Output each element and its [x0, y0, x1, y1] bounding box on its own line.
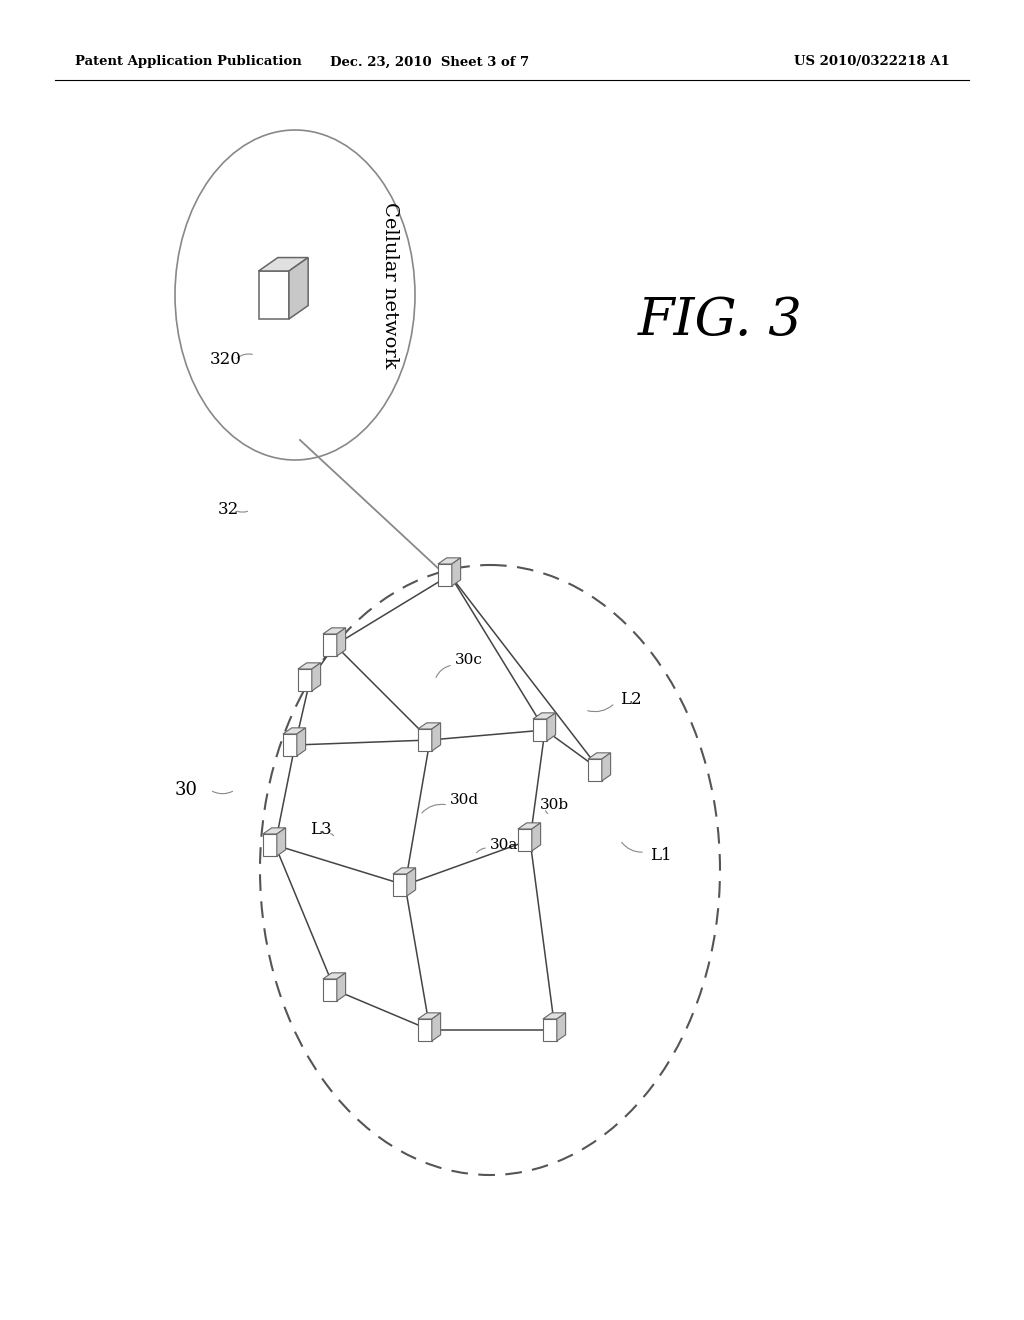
Text: Dec. 23, 2010  Sheet 3 of 7: Dec. 23, 2010 Sheet 3 of 7	[331, 55, 529, 69]
Polygon shape	[289, 257, 308, 319]
Polygon shape	[418, 1019, 432, 1041]
Polygon shape	[588, 752, 610, 759]
Polygon shape	[276, 828, 286, 855]
Text: Cellular network: Cellular network	[381, 202, 399, 368]
Polygon shape	[323, 979, 337, 1001]
Polygon shape	[547, 713, 556, 741]
Polygon shape	[283, 727, 305, 734]
Polygon shape	[532, 719, 547, 741]
Polygon shape	[418, 723, 440, 729]
Polygon shape	[543, 1019, 557, 1041]
Polygon shape	[518, 822, 541, 829]
Text: L2: L2	[620, 692, 642, 709]
Polygon shape	[259, 271, 289, 319]
Polygon shape	[393, 867, 416, 874]
Text: 30c: 30c	[455, 653, 483, 667]
Polygon shape	[452, 558, 461, 586]
Polygon shape	[297, 727, 305, 756]
Ellipse shape	[175, 129, 415, 459]
Polygon shape	[323, 973, 346, 979]
Polygon shape	[337, 973, 346, 1001]
Text: L3: L3	[310, 821, 332, 838]
Text: 30b: 30b	[540, 799, 569, 812]
Polygon shape	[531, 822, 541, 851]
Text: FIG. 3: FIG. 3	[638, 294, 803, 346]
Polygon shape	[532, 713, 556, 719]
Polygon shape	[323, 628, 346, 634]
Polygon shape	[259, 257, 308, 271]
Text: L1: L1	[650, 846, 672, 863]
Polygon shape	[602, 752, 610, 781]
Polygon shape	[263, 834, 276, 855]
Polygon shape	[393, 874, 407, 896]
Polygon shape	[263, 828, 286, 834]
Polygon shape	[438, 558, 461, 564]
Polygon shape	[283, 734, 297, 756]
Polygon shape	[557, 1012, 565, 1041]
Polygon shape	[298, 669, 312, 690]
Text: US 2010/0322218 A1: US 2010/0322218 A1	[795, 55, 950, 69]
Polygon shape	[407, 867, 416, 896]
Polygon shape	[432, 723, 440, 751]
Polygon shape	[588, 759, 602, 781]
Polygon shape	[438, 564, 452, 586]
Text: Patent Application Publication: Patent Application Publication	[75, 55, 302, 69]
Polygon shape	[518, 829, 531, 851]
Text: 320: 320	[210, 351, 242, 368]
Polygon shape	[432, 1012, 440, 1041]
Polygon shape	[543, 1012, 565, 1019]
Polygon shape	[418, 1012, 440, 1019]
Polygon shape	[298, 663, 321, 669]
Text: 30d: 30d	[450, 793, 479, 807]
Polygon shape	[418, 729, 432, 751]
Text: 30a: 30a	[490, 838, 518, 851]
Polygon shape	[323, 634, 337, 656]
Text: 30: 30	[175, 781, 198, 799]
Polygon shape	[337, 628, 346, 656]
Text: 32: 32	[218, 502, 240, 519]
Polygon shape	[312, 663, 321, 690]
Ellipse shape	[260, 565, 720, 1175]
